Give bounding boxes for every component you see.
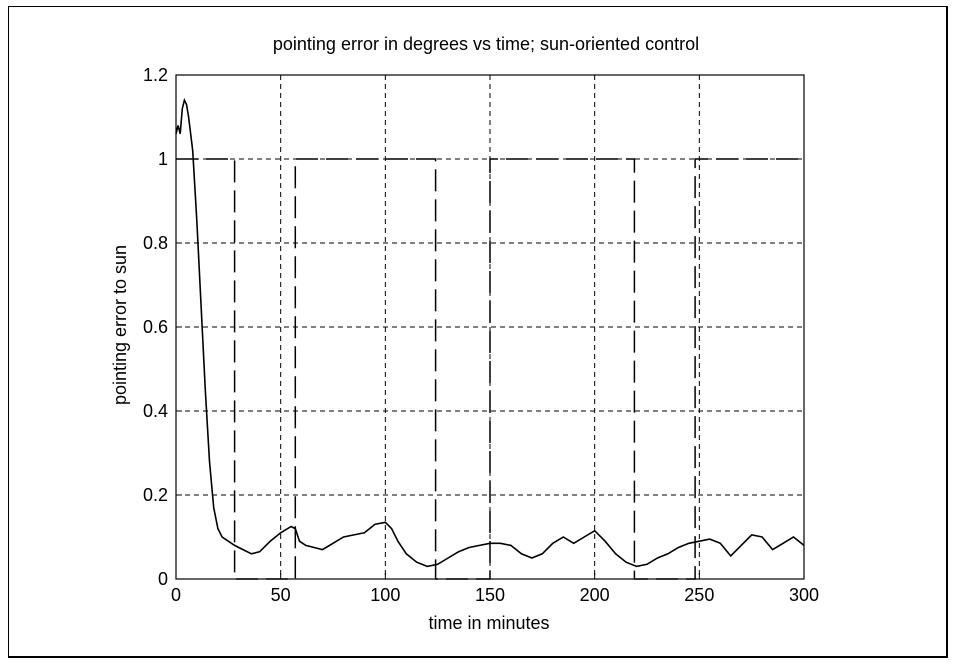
y-tick-label: 0.8 — [143, 233, 168, 253]
x-tick-label: 300 — [789, 585, 819, 605]
x-tick-label: 250 — [684, 585, 714, 605]
x-tick-label: 150 — [475, 585, 505, 605]
x-tick-label: 200 — [580, 585, 610, 605]
y-tick-label: 1 — [158, 149, 168, 169]
axis-ticks: 0 50 100 150 200 250 300 0 0.2 0.4 0.6 0.8 1 1.2 — [143, 65, 819, 605]
series-line-1 — [175, 97, 805, 568]
y-tick-label: 0.4 — [143, 401, 168, 421]
x-tick-label: 100 — [370, 585, 400, 605]
series-line-2 — [176, 158, 804, 580]
y-axis-label: pointing error to sun — [110, 245, 130, 405]
figure-frame — [8, 6, 948, 658]
x-tick-label: 0 — [171, 585, 181, 605]
grid — [176, 75, 804, 579]
y-tick-label: 0 — [158, 569, 168, 589]
y-tick-label: 0.2 — [143, 485, 168, 505]
y-tick-label: 1.2 — [143, 65, 168, 85]
chart-title: pointing error in degrees vs time; sun-o… — [273, 34, 699, 54]
x-axis-label: time in minutes — [428, 613, 549, 633]
y-tick-label: 0.6 — [143, 317, 168, 337]
x-tick-label: 50 — [271, 585, 291, 605]
